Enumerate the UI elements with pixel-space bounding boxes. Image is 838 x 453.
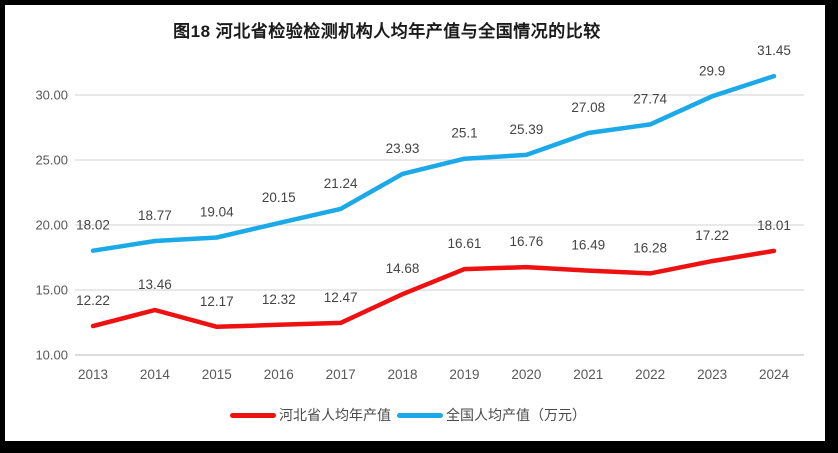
y-tick-label: 15.00 (35, 283, 68, 298)
data-label: 16.28 (633, 240, 667, 255)
x-tick-label: 2019 (449, 367, 479, 382)
x-tick-label: 2023 (697, 367, 727, 382)
data-label: 16.49 (571, 238, 605, 253)
x-tick-label: 2024 (759, 367, 790, 382)
y-tick-label: 25.00 (35, 153, 68, 168)
series-line-0 (90, 248, 777, 330)
data-label: 25.39 (509, 122, 543, 137)
data-label: 17.22 (695, 228, 729, 243)
x-tick-label: 2017 (326, 367, 356, 382)
x-tick-label: 2013 (78, 367, 108, 382)
legend-label-hebei: 河北省人均年产值 (279, 407, 391, 423)
data-label: 18.02 (76, 218, 110, 233)
data-label: 13.46 (138, 277, 172, 292)
data-label: 18.77 (138, 208, 172, 223)
legend-label-national: 全国人均产值（万元） (446, 407, 586, 423)
chart-legend: 河北省人均年产值 全国人均产值（万元） (5, 405, 811, 425)
x-tick-label: 2014 (140, 367, 171, 382)
y-tick-label: 20.00 (35, 218, 68, 233)
data-label: 12.47 (324, 290, 358, 305)
data-label: 20.15 (262, 190, 296, 205)
data-label: 31.45 (757, 43, 791, 58)
data-label: 27.74 (633, 91, 667, 106)
legend-swatch-red-line (230, 412, 276, 418)
data-label: 16.61 (448, 236, 482, 251)
legend-item-national: 全国人均产值（万元） (397, 405, 586, 425)
x-tick-label: 2015 (202, 367, 232, 382)
x-tick-label: 2018 (388, 367, 418, 382)
series-line-1 (90, 73, 777, 253)
data-label: 23.93 (386, 141, 420, 156)
x-tick-label: 2020 (511, 367, 541, 382)
data-label: 14.68 (386, 261, 420, 276)
legend-swatch-blue-line (397, 412, 443, 418)
data-label: 21.24 (324, 176, 358, 191)
data-label: 27.08 (571, 100, 605, 115)
chart-title: 图18 河北省检验检测机构人均年产值与全国情况的比较 (173, 22, 601, 41)
data-label: 18.01 (757, 218, 791, 233)
data-label: 12.32 (262, 292, 296, 307)
x-tick-label: 2022 (635, 367, 665, 382)
y-tick-label: 10.00 (35, 348, 68, 363)
x-tick-label: 2016 (264, 367, 294, 382)
y-tick-label: 30.00 (35, 88, 68, 103)
data-label: 19.04 (200, 204, 234, 219)
x-tick-label: 2021 (573, 367, 603, 382)
legend-item-hebei: 河北省人均年产值 (230, 405, 391, 425)
data-label: 29.9 (699, 63, 725, 78)
data-label: 16.76 (509, 234, 543, 249)
data-label: 12.22 (76, 293, 110, 308)
line-chart-canvas: 10.00 15.00 20.00 25.00 30.00 2013 2014 2015 201… (35, 43, 804, 382)
data-label: 25.1 (451, 126, 477, 141)
data-label: 12.17 (200, 294, 234, 309)
